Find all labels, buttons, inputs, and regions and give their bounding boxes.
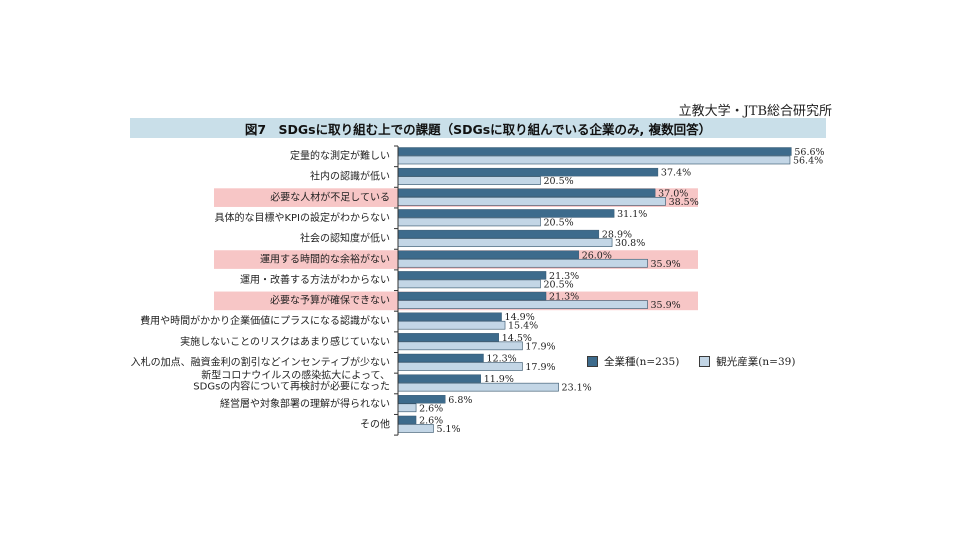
- category-label: SDGsの内容について再検討が必要になった: [193, 380, 390, 393]
- category-label: 運用・改善する方法がわからない: [240, 273, 390, 286]
- data-label: 5.1%: [436, 424, 460, 435]
- bar: [397, 333, 499, 342]
- data-label: 30.8%: [615, 238, 645, 249]
- bar: [397, 258, 648, 268]
- data-label: 20.5%: [543, 217, 573, 228]
- category-label: 新型コロナウイルスの感染拡大によって、: [201, 369, 390, 382]
- bar: [397, 395, 446, 404]
- bar: [397, 353, 484, 363]
- data-label: 17.9%: [525, 362, 555, 373]
- legend-swatch-all-industries: [587, 356, 598, 367]
- data-label: 56.6%: [794, 147, 824, 158]
- legend-swatch-tourism: [699, 356, 711, 367]
- bar: [397, 415, 417, 425]
- data-label: 20.5%: [543, 279, 573, 290]
- data-label: 23.1%: [562, 383, 592, 394]
- chart-title: 図7 SDGsに取り組む上での課題（SDGsに取り組んでいる企業のみ, 複数回答…: [244, 121, 712, 137]
- data-label: 11.9%: [484, 374, 514, 385]
- data-label: 26.0%: [582, 250, 612, 261]
- legend: 全業種(n=235) 観光産業(n=39): [587, 354, 795, 369]
- category-label: 入札の加点、融資金利の割引などインセンティブが少ない: [131, 356, 390, 369]
- data-label: 14.9%: [505, 312, 535, 323]
- bar: [397, 167, 659, 177]
- chart-title-bar: 図7 SDGsに取り組む上での課題（SDGsに取り組んでいる企業のみ, 複数回答…: [130, 118, 826, 138]
- category-label: 運用する時間的な余裕がない: [260, 252, 390, 265]
- data-label: 31.1%: [617, 209, 647, 220]
- category-label: 必要な予算が確保できない: [270, 294, 390, 307]
- bar: [397, 300, 648, 309]
- category-label: 経営層や対象部署の理解が得られない: [220, 397, 390, 410]
- data-label: 21.3%: [549, 271, 579, 282]
- data-label: 35.9%: [651, 300, 681, 311]
- bar: [397, 362, 523, 371]
- bar: [397, 217, 541, 227]
- data-label: 12.3%: [486, 354, 516, 365]
- category-label: その他: [360, 417, 390, 430]
- source-label: 立教大学・JTB総合研究所: [678, 104, 832, 119]
- bar: [397, 271, 547, 280]
- bar: [397, 279, 541, 289]
- data-label: 20.5%: [543, 176, 573, 187]
- legend-label-all-industries: 全業種(n=235): [604, 356, 680, 368]
- data-label: 35.9%: [651, 259, 681, 270]
- data-label: 14.5%: [502, 333, 532, 344]
- legend-label-tourism: 観光産業(n=39): [716, 356, 796, 368]
- bar: [397, 312, 502, 321]
- data-label: 37.0%: [658, 188, 688, 199]
- bar: [397, 424, 434, 433]
- bar: [397, 147, 792, 156]
- data-label: 17.9%: [525, 341, 555, 352]
- bar: [397, 291, 547, 301]
- bar: [397, 382, 559, 392]
- bar: [397, 238, 613, 247]
- bar: [397, 197, 666, 206]
- category-label: 具体的な目標やKPIの設定がわからない: [214, 211, 390, 224]
- data-label: 28.9%: [602, 230, 632, 241]
- data-label: 21.3%: [549, 292, 579, 303]
- data-label: 38.5%: [669, 197, 699, 208]
- data-label: 37.4%: [661, 168, 691, 179]
- bar: [397, 155, 791, 165]
- bar: [397, 320, 506, 330]
- category-label: 必要な人材が不足している: [270, 190, 390, 203]
- bar: [397, 176, 541, 185]
- bar: [397, 188, 656, 198]
- category-label: 費用や時間がかかり企業価値にプラスになる認識がない: [140, 314, 390, 327]
- data-label: 6.8%: [448, 395, 472, 406]
- category-label: 社内の認識が低い: [310, 170, 390, 183]
- bar: [397, 229, 600, 239]
- category-label: 実施しないことのリスクはあまり感じていない: [180, 335, 390, 348]
- bar: [397, 403, 417, 413]
- category-label: 社会の認知度が低い: [300, 232, 390, 245]
- category-label: 定量的な測定が難しい: [290, 149, 390, 162]
- bar: [397, 374, 481, 383]
- bar: [397, 250, 579, 259]
- data-label: 15.4%: [508, 321, 538, 332]
- bar: [397, 341, 523, 351]
- data-label: 56.4%: [793, 156, 823, 167]
- data-label: 2.6%: [419, 415, 443, 426]
- data-label: 2.6%: [419, 403, 443, 414]
- bar: [397, 209, 615, 218]
